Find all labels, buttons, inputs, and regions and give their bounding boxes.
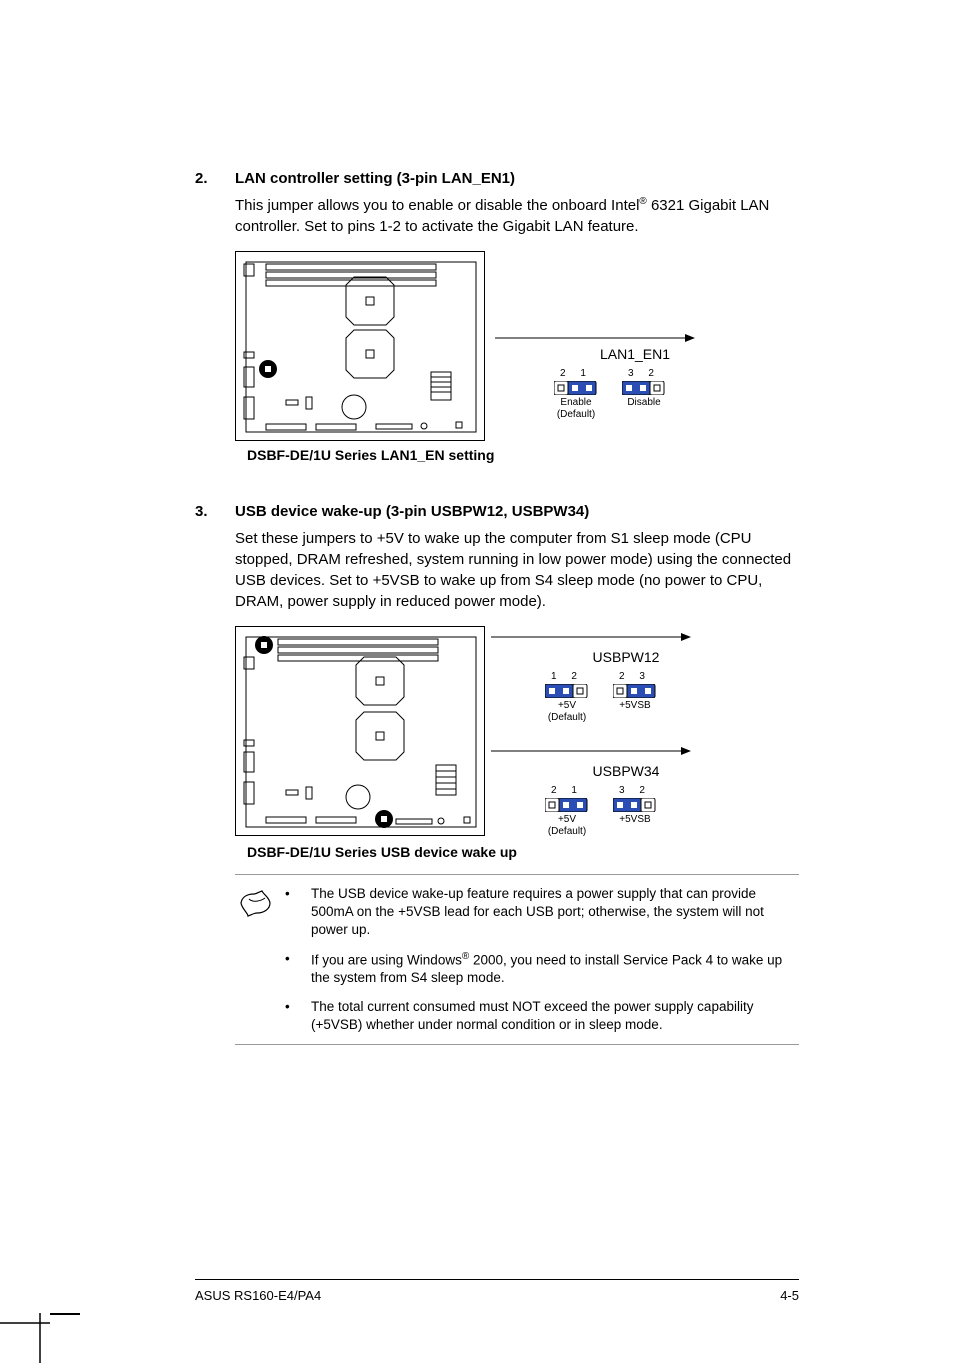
jumper-group-usbpw12: USBPW12 1 2 +5V <box>491 630 691 724</box>
pin-labels: 2 3 <box>619 671 651 682</box>
arrow-icon <box>495 330 695 346</box>
section-title: USB device wake-up (3-pin USBPW12, USBPW… <box>235 503 589 520</box>
footer-right: 4-5 <box>780 1288 799 1303</box>
footer-left: ASUS RS160-E4/PA4 <box>195 1288 321 1303</box>
arrow-icon <box>491 630 691 644</box>
pin-labels: 3 2 <box>619 785 651 796</box>
note-text: The total current consumed must NOT exce… <box>311 998 795 1034</box>
state-label: +5VSB <box>619 700 650 712</box>
section-header: 2. LAN controller setting (3-pin LAN_EN1… <box>195 170 799 187</box>
jumper-state: 2 1 +5V (Default) <box>545 785 589 838</box>
section-lan-controller: 2. LAN controller setting (3-pin LAN_EN1… <box>195 170 799 463</box>
bullet: • <box>285 998 311 1034</box>
pin-labels: 3 2 <box>628 368 660 379</box>
jumper-name: USBPW34 <box>561 763 691 779</box>
section-title: LAN controller setting (3-pin LAN_EN1) <box>235 170 515 187</box>
jumper-pins-icon <box>613 684 657 698</box>
diagram-caption: DSBF-DE/1U Series LAN1_EN setting <box>247 447 799 463</box>
jumper-state-disable: 3 2 Disable <box>622 368 666 421</box>
pin-labels: 2 1 <box>560 368 592 379</box>
state-label: Enable (Default) <box>557 397 595 421</box>
note-box: • The USB device wake-up feature require… <box>235 874 799 1045</box>
arrow-icon <box>491 744 691 758</box>
diagram-usb: USBPW12 1 2 +5V <box>235 626 799 860</box>
state-label: +5V (Default) <box>548 700 586 724</box>
pin-labels: 1 2 <box>551 671 583 682</box>
crop-mark-icon <box>0 1283 80 1363</box>
section-header: 3. USB device wake-up (3-pin USBPW12, US… <box>195 503 799 520</box>
section-body: Set these jumpers to +5V to wake up the … <box>235 528 799 612</box>
jumper-state: 1 2 +5V (Default) <box>545 671 589 724</box>
section-number: 2. <box>195 170 235 187</box>
page-footer: ASUS RS160-E4/PA4 4-5 <box>195 1279 799 1303</box>
diagram-caption: DSBF-DE/1U Series USB device wake up <box>247 844 799 860</box>
diagram-lan: LAN1_EN1 2 1 Enable (Defa <box>235 251 799 463</box>
state-label: +5VSB <box>619 814 650 826</box>
bullet: • <box>285 950 311 988</box>
note-text: The USB device wake-up feature requires … <box>311 885 795 940</box>
jumper-state-enable: 2 1 Enable (Default) <box>554 368 598 421</box>
motherboard-illustration <box>235 626 485 836</box>
note-list: • The USB device wake-up feature require… <box>285 885 795 1034</box>
jumper-pins-icon <box>554 381 598 395</box>
note-icon <box>239 885 273 1034</box>
note-item: • If you are using Windows® 2000, you ne… <box>285 950 795 988</box>
section-usb-wakeup: 3. USB device wake-up (3-pin USBPW12, US… <box>195 503 799 1045</box>
jumper-pins-icon <box>545 684 589 698</box>
body-pre: This jumper allows you to enable or disa… <box>235 197 639 214</box>
section-number: 3. <box>195 503 235 520</box>
jumper-pins-icon <box>613 798 657 812</box>
registered-mark: ® <box>639 196 646 207</box>
pin-labels: 2 1 <box>551 785 583 796</box>
jumper-state: 2 3 +5VSB <box>613 671 657 724</box>
jumper-pins-icon <box>545 798 589 812</box>
note-item: • The USB device wake-up feature require… <box>285 885 795 940</box>
state-label: Disable <box>627 397 660 409</box>
bullet: • <box>285 885 311 940</box>
jumper-group-usbpw34: USBPW34 2 1 +5V <box>491 744 691 838</box>
note-text: If you are using Windows® 2000, you need… <box>311 950 795 988</box>
section-body: This jumper allows you to enable or disa… <box>235 195 799 237</box>
motherboard-illustration <box>235 251 485 441</box>
jumper-name: LAN1_EN1 <box>575 346 695 362</box>
note-item: • The total current consumed must NOT ex… <box>285 998 795 1034</box>
jumper-pins-icon <box>622 381 666 395</box>
jumper-state: 3 2 +5VSB <box>613 785 657 838</box>
state-label: +5V (Default) <box>548 814 586 838</box>
jumper-name: USBPW12 <box>561 649 691 665</box>
